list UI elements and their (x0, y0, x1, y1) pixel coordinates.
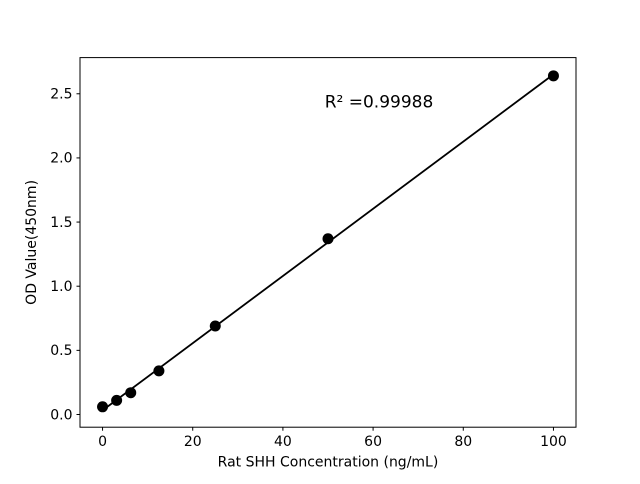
y-tick-label: 2.5 (50, 87, 72, 103)
data-point (153, 365, 165, 377)
x-tick-label: 60 (364, 434, 382, 450)
data-point (111, 394, 123, 406)
y-axis-label: OD Value(450nm) (24, 180, 40, 305)
y-tick-label: 2.0 (50, 151, 72, 167)
r-squared-annotation: R² =0.99988 (325, 93, 434, 113)
y-tick-label: 1.0 (50, 279, 72, 295)
x-tick-label: 40 (274, 434, 292, 450)
data-point (547, 70, 559, 82)
y-tick-label: 1.5 (50, 215, 72, 231)
data-point (322, 233, 334, 245)
x-tick-label: 80 (454, 434, 472, 450)
y-tick-labels: 0.0 0.5 1.0 1.5 2.0 2.5 (50, 87, 72, 424)
x-tick-label: 100 (540, 434, 567, 450)
y-tick-label: 0.5 (50, 343, 72, 359)
axis-ticks (76, 93, 554, 431)
data-points (97, 70, 559, 413)
x-axis-label: Rat SHH Concentration (ng/mL) (218, 455, 439, 471)
y-tick-label: 0.0 (50, 407, 72, 423)
x-tick-label: 0 (98, 434, 107, 450)
x-tick-label: 20 (184, 434, 202, 450)
data-point (125, 387, 137, 399)
x-tick-labels: 0 20 40 60 80 100 (98, 434, 567, 450)
plot-area-border (79, 57, 577, 428)
data-point (97, 401, 109, 413)
data-point (209, 320, 221, 332)
